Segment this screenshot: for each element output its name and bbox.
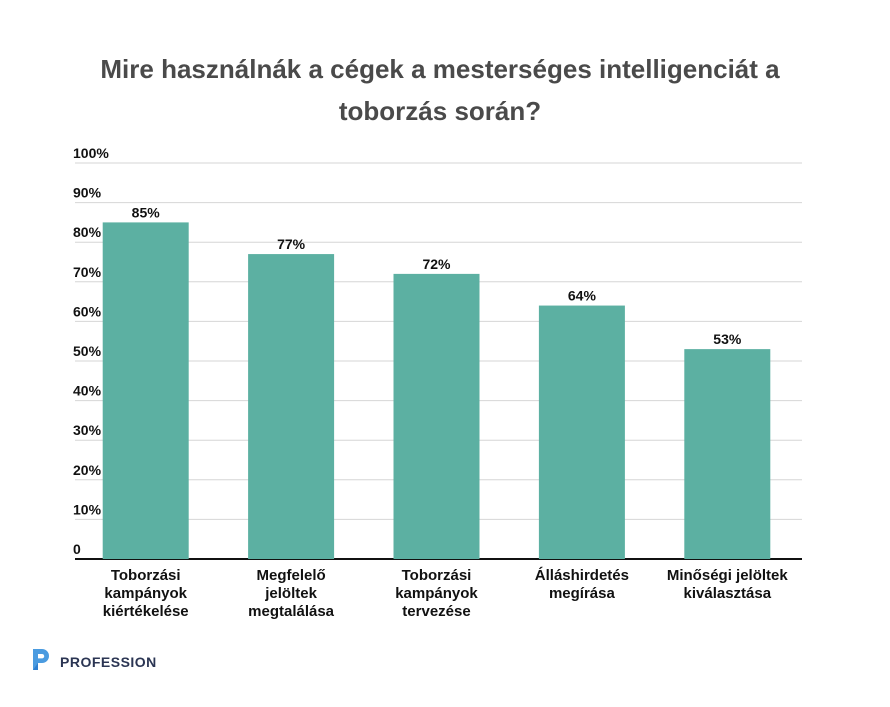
bar [248,254,335,559]
y-tick-label: 20% [73,462,102,478]
data-label: 77% [277,236,306,252]
y-tick-label: 30% [73,422,102,438]
category-label: jelöltek [264,585,317,602]
category-label: Toborzási [402,567,472,584]
y-tick-label: 100% [73,145,109,161]
data-label: 53% [713,331,742,347]
y-tick-label: 60% [73,303,102,319]
y-tick-label: 40% [73,383,102,399]
category-label: kampányok [104,585,187,602]
data-label: 64% [568,288,597,304]
category-label: kampányok [395,585,478,602]
labels: 0 10% 20% 30% 40% 50% 60% 70% 80% 90% 100% 85% Tobor… [73,145,788,620]
y-tick-label: 80% [73,224,102,240]
y-tick-label: 0 [73,541,81,557]
chart-title: Mire használnák a cégek a mesterséges in… [100,54,780,126]
logo-text: PROFESSION [60,653,157,670]
data-label: 72% [422,256,451,272]
profession-p-logo-icon [30,646,52,677]
bar [102,222,189,559]
bar [393,273,480,559]
data-label: 85% [132,204,161,220]
bar [684,349,771,559]
y-tick-label: 50% [73,343,102,359]
category-label: kiértékelése [103,603,189,620]
profession-logo: PROFESSION [30,646,157,677]
bar [538,305,625,559]
category-label: Toborzási [111,567,181,584]
category-label: kiválasztása [684,585,772,602]
category-label: megírása [549,585,616,602]
bars [102,222,771,559]
y-tick-label: 90% [73,185,102,201]
y-tick-label: 10% [73,501,102,517]
category-label: Minőségi jelöltek [667,567,789,584]
y-tick-label: 70% [73,264,102,280]
category-label: megtalálása [248,603,335,620]
category-label: tervezése [402,603,470,620]
category-label: Álláshirdetés [535,567,629,584]
category-label: Megfelelő [257,567,326,584]
